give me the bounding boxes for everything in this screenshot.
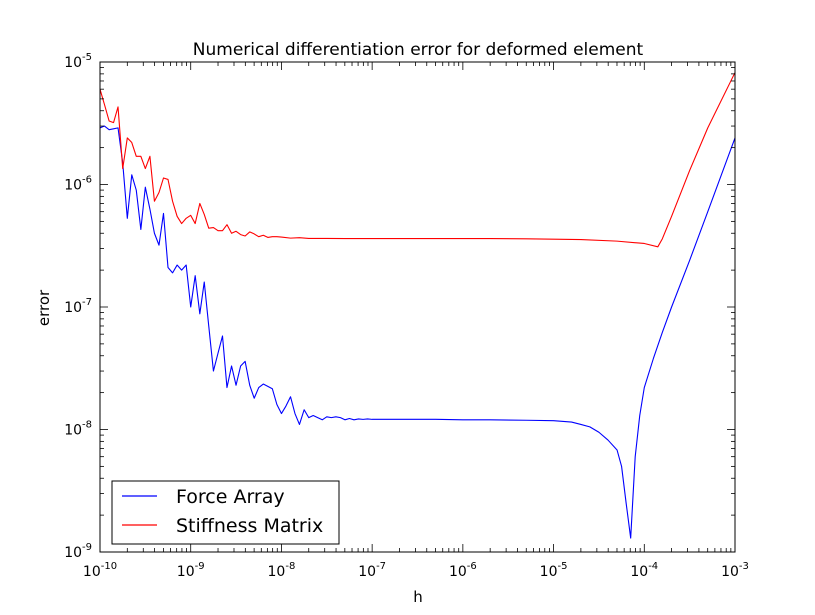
y-tick-exponent: -5 (82, 52, 92, 63)
y-tick-exponent: -6 (82, 175, 92, 186)
y-axis-label: error (35, 289, 53, 326)
x-tick-exponent: -10 (101, 561, 117, 572)
y-tick-exponent: -9 (82, 542, 92, 553)
x-tick-label: 10-7 (358, 561, 386, 580)
x-tick-base: 10 (540, 564, 558, 580)
x-tick-base: 10 (83, 564, 101, 580)
x-tick-base: 10 (177, 564, 195, 580)
x-tick-label: 10-3 (721, 561, 749, 580)
chart-title: Numerical differentiation error for defo… (193, 40, 644, 60)
y-tick-base: 10 (64, 178, 82, 194)
legend: Force Array Stiffness Matrix (111, 480, 340, 545)
x-tick-label: 10-8 (268, 561, 296, 580)
x-tick-exponent: -5 (557, 561, 567, 572)
x-tick-label: 10-4 (630, 561, 658, 580)
x-axis-label: h (413, 588, 423, 606)
y-tick-base: 10 (64, 545, 82, 561)
plot-background (100, 62, 735, 552)
x-tick-exponent: -6 (467, 561, 477, 572)
plot-area (99, 61, 736, 553)
x-tick-label: 10-5 (540, 561, 568, 580)
x-tick-base: 10 (358, 564, 376, 580)
x-tick-label: 10-6 (449, 561, 477, 580)
x-tick-label: 10-10 (83, 561, 117, 580)
y-tick-base: 10 (64, 55, 82, 71)
y-tick-label: 10-9 (64, 542, 92, 561)
y-tick-exponent: -7 (82, 297, 92, 308)
series-line-0 (99, 125, 736, 539)
legend-label-0: Force Array (176, 486, 285, 508)
x-tick-base: 10 (630, 564, 648, 580)
series-layer (99, 72, 736, 539)
y-tick-label: 10-7 (64, 297, 92, 316)
x-tick-exponent: -8 (285, 561, 295, 572)
x-tick-label: 10-9 (177, 561, 205, 580)
y-tick-base: 10 (64, 423, 82, 439)
x-tick-exponent: -9 (195, 561, 205, 572)
x-tick-exponent: -7 (376, 561, 386, 572)
series-line-1 (99, 72, 736, 248)
x-tick-base: 10 (449, 564, 467, 580)
y-tick-label: 10-5 (64, 52, 92, 71)
y-tick-base: 10 (64, 300, 82, 316)
x-tick-base: 10 (268, 564, 286, 580)
ticks-layer (99, 61, 736, 553)
x-tick-exponent: -3 (739, 561, 749, 572)
y-tick-label: 10-8 (64, 420, 92, 439)
x-tick-exponent: -4 (648, 561, 658, 572)
legend-items: Force Array Stiffness Matrix (122, 486, 323, 537)
x-tick-labels: 10-10 10-9 10-8 10-7 10-6 10-5 10-4 10-3 (83, 561, 749, 580)
y-tick-label: 10-6 (64, 175, 92, 194)
x-tick-base: 10 (721, 564, 739, 580)
y-tick-labels: 10-910-810-710-610-5 (64, 52, 92, 561)
legend-box (111, 480, 340, 545)
y-tick-exponent: -8 (82, 420, 92, 431)
legend-label-1: Stiffness Matrix (176, 515, 323, 537)
